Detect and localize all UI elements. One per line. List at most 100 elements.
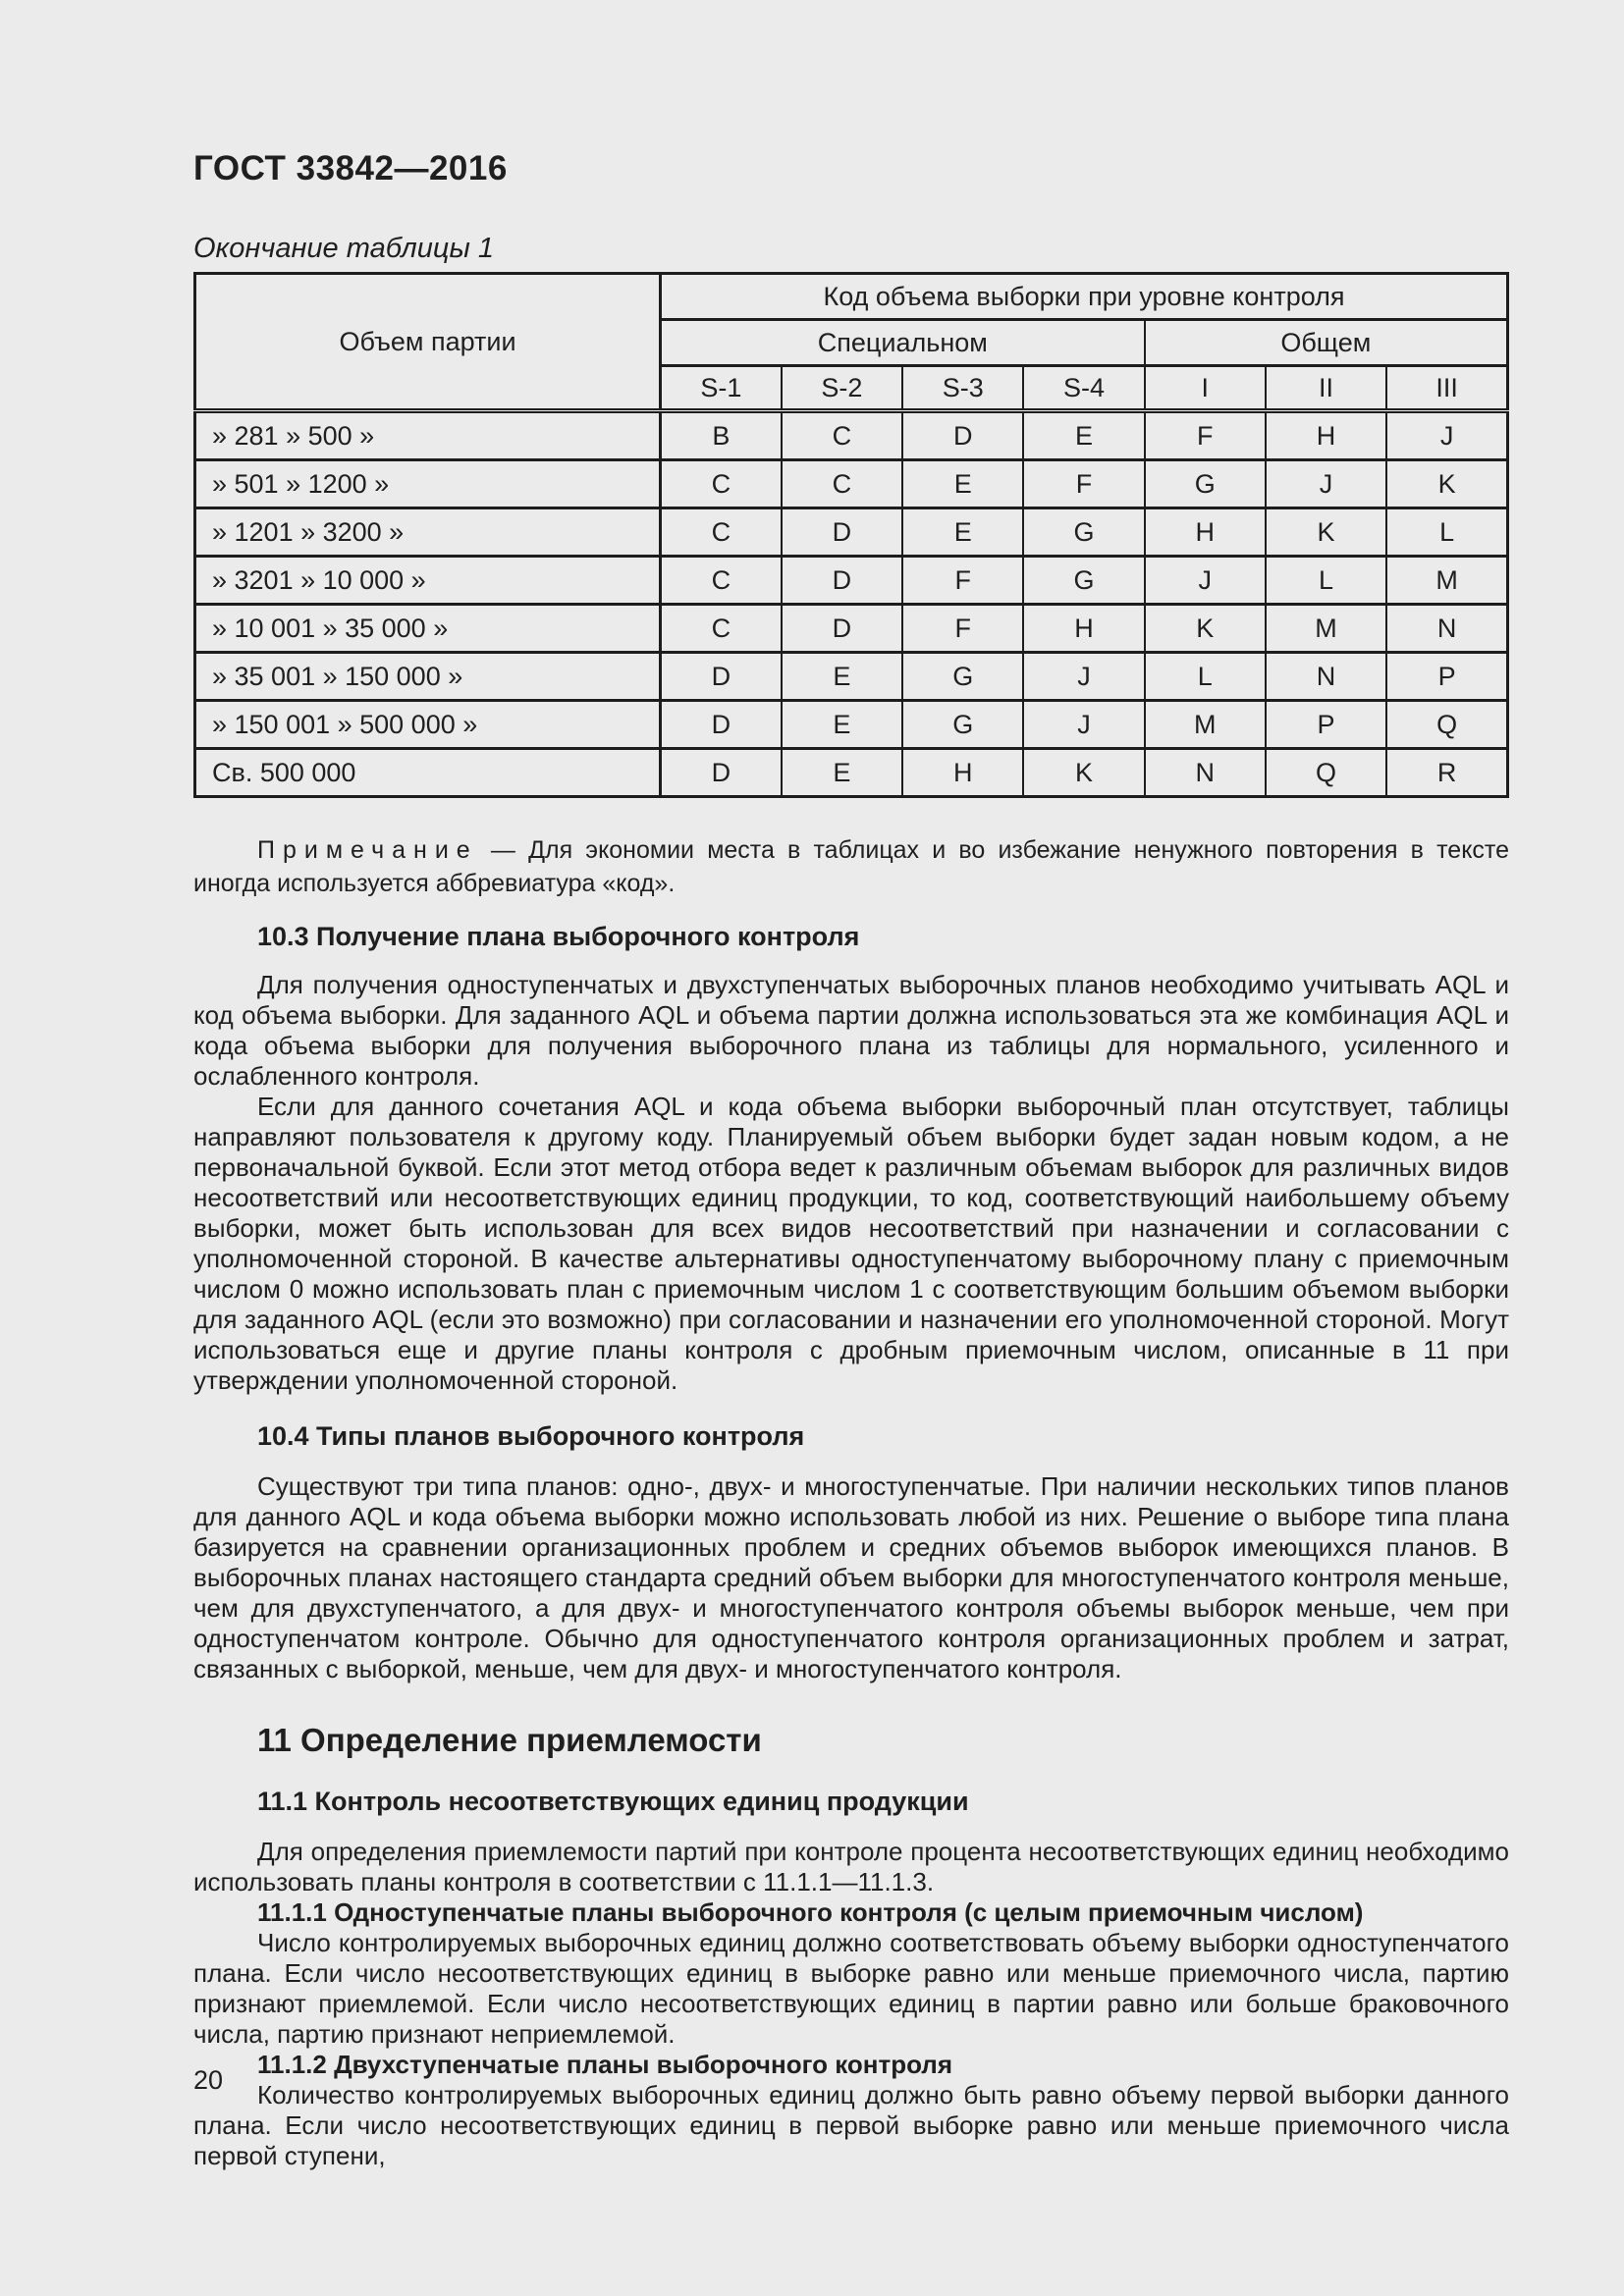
code-cell: R: [1385, 747, 1508, 797]
section-11-1-1-heading: 11.1.1 Одноступенчатые планы выборочного…: [257, 1897, 1364, 1927]
code-cell: N: [1264, 651, 1387, 701]
code-cell: L: [1264, 555, 1387, 605]
table-caption: Окончание таблицы 1: [193, 233, 494, 264]
section-10-3-paragraph-1: Для получения одноступенчатых и двухступ…: [193, 970, 1509, 1091]
code-cell: D: [659, 747, 782, 797]
section-11-1-1-paragraph-1: Число контролируемых выборочных единиц д…: [193, 1928, 1509, 2049]
table-header-row-groups: Специальном Общем: [195, 319, 1508, 367]
code-cell: H: [1143, 507, 1266, 557]
page-number: 20: [193, 2065, 224, 2095]
lot-range-cell: » 3201 » 10 000 »: [193, 555, 662, 605]
code-cell: L: [1143, 651, 1266, 701]
lot-range-cell: » 10 001 » 35 000 »: [193, 603, 662, 653]
section-11-1-heading: 11.1 Контроль несоответствующих единиц п…: [257, 1787, 969, 1816]
code-cell: H: [901, 747, 1024, 797]
table-row: Св. 500 000 D E H K N Q R: [193, 747, 1508, 797]
section-10-4-paragraph-1: Существуют три типа планов: одно-, двух-…: [193, 1471, 1509, 1683]
lot-table-body: » 281 » 500 » B C D E F H J» 501 » 1200 » C C E F G J…: [193, 408, 1508, 797]
code-cell: F: [1143, 408, 1266, 460]
code-cell: D: [780, 507, 903, 557]
code-cell: N: [1143, 747, 1266, 797]
code-cell: M: [1143, 699, 1266, 749]
table-header: Объем партии Код объема выборки при уров…: [193, 273, 1508, 412]
table-note: Примечание — Для экономии места в таблиц…: [193, 833, 1509, 900]
code-cell: E: [901, 507, 1024, 557]
section-11-1-2-heading: 11.1.2 Двухступенчатые планы выборочного…: [257, 2050, 952, 2079]
note-text: — Для экономии места в таблицах и во изб…: [193, 836, 1509, 897]
section-11-1-paragraph-1: Для определения приемлемости партий при …: [193, 1837, 1509, 1896]
table-header-row-main: Объем партии Код объема выборки при уров…: [193, 273, 1508, 412]
note-label: Примечание: [257, 836, 478, 864]
level-header-cell: S-2: [780, 365, 903, 411]
level-header-cell: S-3: [901, 365, 1024, 411]
code-cell: K: [1264, 507, 1387, 557]
code-cell: K: [1385, 458, 1508, 508]
code-cell: Q: [1264, 747, 1387, 797]
code-cell: K: [1143, 603, 1266, 653]
code-cell: E: [901, 458, 1024, 508]
table-row: » 1201 » 3200 » C D E G H K L: [193, 507, 1508, 557]
code-cell: D: [659, 699, 782, 749]
code-cell: E: [780, 651, 903, 701]
code-cell: C: [659, 507, 782, 557]
code-cell: J: [1143, 555, 1266, 605]
code-cell: M: [1385, 555, 1508, 605]
code-cell: B: [659, 408, 782, 460]
code-cell: J: [1385, 408, 1508, 460]
code-cell: C: [659, 555, 782, 605]
code-cell: F: [901, 555, 1024, 605]
code-cell: E: [780, 747, 903, 797]
code-cell: J: [1022, 699, 1145, 749]
code-cell: M: [1264, 603, 1387, 653]
col-header-lot-size: Объем партии: [193, 273, 662, 412]
level-header-cell: II: [1264, 365, 1387, 411]
code-cell: D: [901, 408, 1024, 460]
code-cell: D: [780, 603, 903, 653]
code-cell: J: [1264, 458, 1387, 508]
code-cell: F: [1022, 458, 1145, 508]
code-cell: C: [780, 408, 903, 460]
chapter-11-heading: 11 Определение приемлемости: [257, 1722, 762, 1758]
level-header-cell: III: [1385, 365, 1508, 411]
code-cell: H: [1022, 603, 1145, 653]
table-row: » 501 » 1200 » C C E F G J K: [193, 458, 1508, 508]
code-cell: Q: [1385, 699, 1508, 749]
code-cell: L: [1385, 507, 1508, 557]
lot-range-cell: Св. 500 000: [193, 747, 662, 797]
lot-range-cell: » 1201 » 3200 »: [193, 507, 662, 557]
code-cell: G: [901, 651, 1024, 701]
code-cell: C: [659, 603, 782, 653]
group-header-special: Специальном: [659, 319, 1145, 367]
code-cell: F: [901, 603, 1024, 653]
lot-range-cell: » 281 » 500 »: [193, 408, 662, 460]
code-cell: P: [1385, 651, 1508, 701]
lot-range-cell: » 35 001 » 150 000 »: [193, 651, 662, 701]
table-row: » 3201 » 10 000 » C D F G J L M: [193, 555, 1508, 605]
section-10-3-heading: 10.3 Получение плана выборочного контрол…: [257, 922, 860, 951]
code-cell: G: [1022, 555, 1145, 605]
section-10-4-heading: 10.4 Типы планов выборочного контроля: [257, 1421, 805, 1451]
col-header-code: Код объема выборки при уровне контроля: [659, 273, 1508, 321]
code-cell: P: [1264, 699, 1387, 749]
code-cell: E: [1022, 408, 1145, 460]
code-cell: G: [1022, 507, 1145, 557]
code-cell: C: [659, 458, 782, 508]
code-cell: G: [901, 699, 1024, 749]
table-row: » 150 001 » 500 000 » D E G J M P Q: [193, 699, 1508, 749]
page-content: ГОСТ 33842—2016 Окончание таблицы 1 Объе…: [193, 149, 1509, 2171]
code-cell: H: [1264, 408, 1387, 460]
code-cell: D: [780, 555, 903, 605]
level-header-cell: I: [1143, 365, 1266, 411]
code-cell: K: [1022, 747, 1145, 797]
lot-range-cell: » 501 » 1200 »: [193, 458, 662, 508]
section-10-3-paragraph-2: Если для данного сочетания AQL и кода об…: [193, 1092, 1509, 1395]
group-header-general: Общем: [1143, 319, 1508, 367]
lot-range-cell: » 150 001 » 500 000 »: [193, 699, 662, 749]
code-cell: E: [780, 699, 903, 749]
code-cell: C: [780, 458, 903, 508]
sample-size-code-table: Объем партии Код объема выборки при уров…: [193, 272, 1509, 798]
code-cell: D: [659, 651, 782, 701]
code-cell: G: [1143, 458, 1266, 508]
level-header-cell: S-1: [659, 365, 782, 411]
